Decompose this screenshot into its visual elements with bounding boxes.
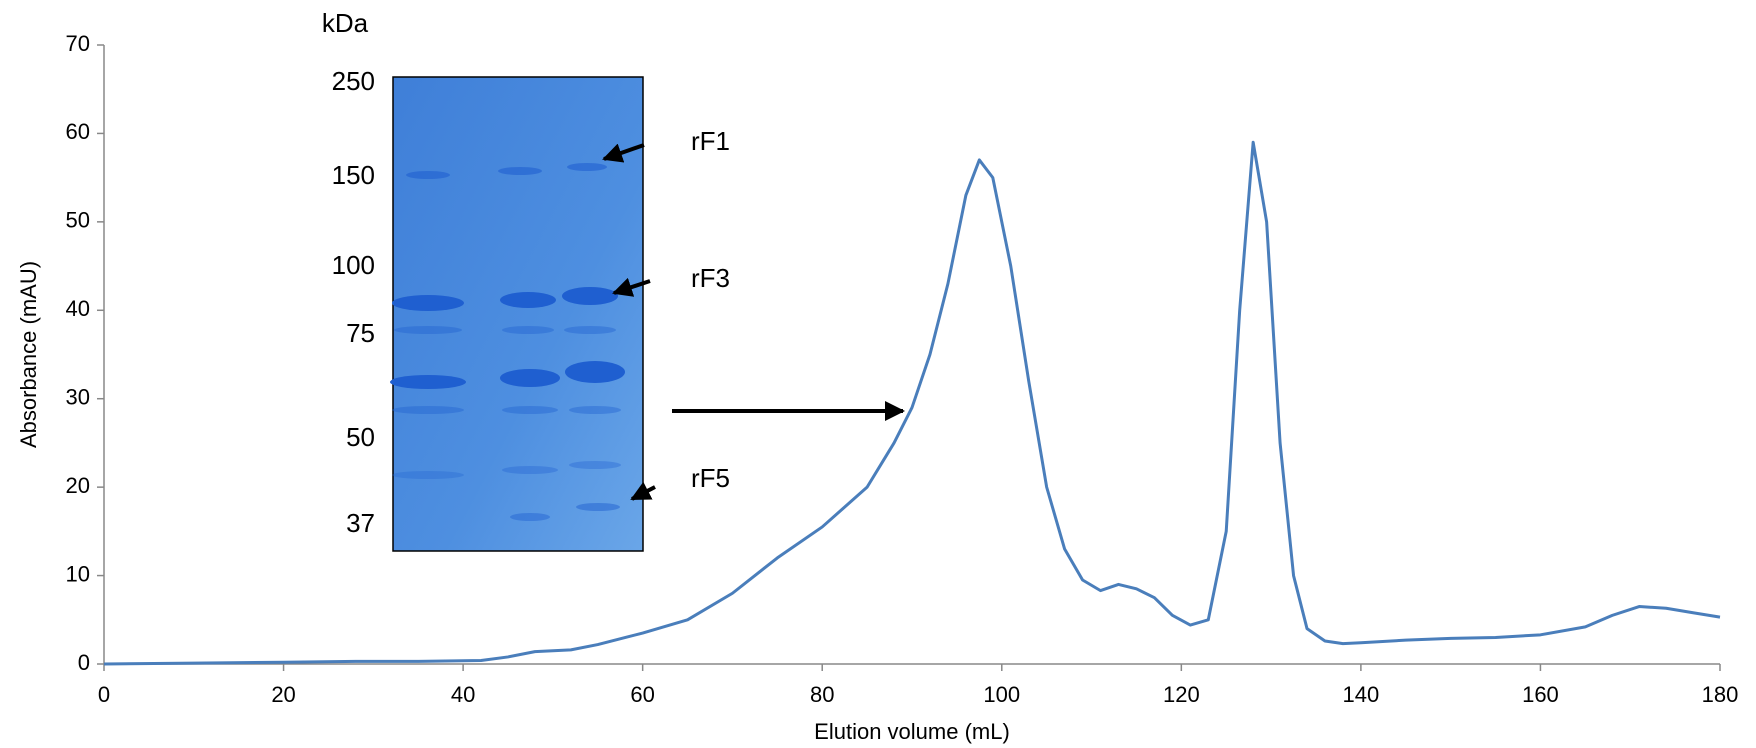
x-tick-label: 180 <box>1702 682 1739 707</box>
band-label: rF1 <box>691 126 730 156</box>
x-tick-label: 60 <box>630 682 654 707</box>
x-tick-label: 100 <box>983 682 1020 707</box>
y-tick-label: 0 <box>78 650 90 675</box>
band-label: rF5 <box>691 463 730 493</box>
marker-label: 50 <box>346 422 375 452</box>
marker-label: 250 <box>332 66 375 96</box>
x-tick-label: 120 <box>1163 682 1200 707</box>
gel-unit: kDa <box>322 8 369 38</box>
x-tick-label: 160 <box>1522 682 1559 707</box>
x-tick-label: 140 <box>1343 682 1380 707</box>
y-tick-label: 30 <box>66 385 90 410</box>
data-line <box>103 140 1721 666</box>
x-axis-title: Elution volume (mL) <box>814 719 1010 744</box>
y-tick-label: 60 <box>66 119 90 144</box>
x-tick-label: 80 <box>810 682 834 707</box>
y-axis-title: Absorbance (mAU) <box>16 261 41 448</box>
gel-inset: kDa 250 150 100 75 50 37 rF1 rF3 rF5 <box>322 8 905 552</box>
x-tick-label: 40 <box>451 682 475 707</box>
marker-label: 75 <box>346 318 375 348</box>
arrows <box>602 143 905 501</box>
y-tick-label: 10 <box>66 561 90 586</box>
band-label: rF3 <box>691 263 730 293</box>
marker-label: 37 <box>346 508 375 538</box>
gel-image <box>392 76 644 552</box>
y-tick-label: 50 <box>66 208 90 233</box>
x-tick-label: 0 <box>98 682 110 707</box>
y-tick-label: 40 <box>66 296 90 321</box>
y-tick-label: 70 <box>66 31 90 56</box>
marker-label: 100 <box>332 250 375 280</box>
gel-bands <box>390 163 625 521</box>
marker-label: 150 <box>332 160 375 190</box>
x-tick-label: 20 <box>271 682 295 707</box>
y-tick-label: 20 <box>66 473 90 498</box>
